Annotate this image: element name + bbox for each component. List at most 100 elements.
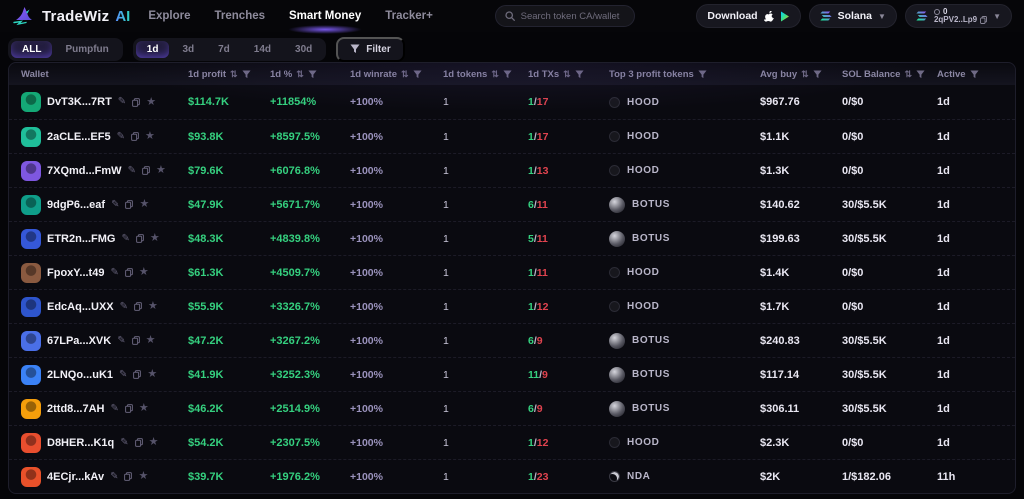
nav-item-explore[interactable]: Explore [148, 10, 191, 22]
table-row[interactable]: 2LNQo...uK1 ✎ ★ $41.9K +3252.3% +100% 1 … [9, 357, 1015, 391]
copy-address-icon[interactable] [980, 16, 988, 25]
filter-icon[interactable] [308, 69, 317, 79]
sort-icon[interactable]: ⇅ [563, 68, 571, 79]
nav-item-smart-money[interactable]: Smart Money [288, 0, 363, 34]
wallet-cell: 67LPa...XVK ✎ ★ [21, 330, 188, 351]
network-label: Solana [837, 10, 873, 22]
edit-icon[interactable]: ✎ [121, 232, 130, 244]
edit-icon[interactable]: ✎ [110, 266, 119, 278]
tab-all[interactable]: ALL [11, 40, 53, 58]
edit-icon[interactable]: ✎ [120, 436, 129, 448]
token-icon [609, 165, 620, 176]
filter-icon[interactable] [969, 69, 979, 79]
tab-1d[interactable]: 1d [135, 40, 170, 58]
table-row[interactable]: FpoxY...t49 ✎ ★ $61.3K +4509.7% +100% 1 … [9, 255, 1015, 289]
tokens-count: 1 [443, 368, 449, 381]
sort-icon[interactable]: ⇅ [401, 68, 409, 79]
filter-icon[interactable] [916, 69, 925, 79]
copy-icon[interactable] [131, 336, 140, 345]
table-row[interactable]: D8HER...K1q ✎ ★ $54.2K +2307.5% +100% 1 … [9, 425, 1015, 459]
star-icon[interactable]: ★ [144, 130, 155, 142]
token-icon [609, 196, 625, 213]
filter-icon[interactable] [698, 69, 707, 79]
network-select[interactable]: Solana ▼ [808, 4, 897, 28]
nav-item-trenches[interactable]: Trenches [214, 10, 266, 22]
star-icon[interactable]: ★ [138, 470, 149, 482]
search-box[interactable] [494, 5, 635, 27]
tx-separator: / [533, 334, 537, 347]
active-value: 1d [937, 300, 950, 313]
edit-icon[interactable]: ✎ [117, 96, 127, 107]
table-row[interactable]: DvT3K...7RT ✎ ★ $114.7K +11854% +100% 1 … [9, 85, 1015, 119]
filter-icon[interactable] [575, 69, 584, 79]
edit-icon[interactable]: ✎ [127, 164, 136, 176]
star-icon[interactable]: ★ [146, 95, 157, 108]
copy-icon[interactable] [124, 404, 133, 413]
avg-buy-value: $1.1K [760, 130, 790, 143]
tab-14d[interactable]: 14d [253, 43, 272, 55]
app-logo[interactable]: TradeWiz AI [12, 6, 130, 26]
tab-3d[interactable]: 3d [182, 43, 195, 55]
sol-balance-value: 0/$0 [842, 130, 864, 143]
star-icon[interactable]: ★ [138, 402, 149, 414]
edit-icon[interactable]: ✎ [116, 130, 125, 142]
copy-icon[interactable] [124, 268, 133, 277]
filter-button[interactable]: Filter [336, 36, 405, 62]
copy-icon[interactable] [134, 302, 142, 311]
wallet-avatar [21, 330, 41, 351]
star-icon[interactable]: ★ [155, 164, 166, 176]
star-icon[interactable]: ★ [148, 436, 159, 448]
star-icon[interactable]: ★ [148, 300, 158, 312]
star-icon[interactable]: ★ [138, 266, 149, 278]
table-row[interactable]: 2ttd8...7AH ✎ ★ $46.2K +2514.9% +100% 1 … [9, 391, 1015, 425]
copy-icon[interactable] [125, 200, 134, 209]
column-label: Wallet [21, 68, 49, 80]
sort-icon[interactable]: ⇅ [230, 68, 238, 79]
download-button[interactable]: Download [696, 4, 801, 28]
table-row[interactable]: EdcAq...UXX ✎ ★ $55.9K +3326.7% +100% 1 … [9, 289, 1015, 323]
copy-icon[interactable] [135, 234, 144, 243]
edit-icon[interactable]: ✎ [111, 198, 120, 210]
copy-icon[interactable] [133, 370, 142, 379]
sort-icon[interactable]: ⇅ [904, 68, 912, 79]
copy-icon[interactable] [124, 472, 133, 481]
table-row[interactable]: ETR2n...FMG ✎ ★ $48.3K +4839.8% +100% 1 … [9, 221, 1015, 255]
copy-icon[interactable] [132, 97, 141, 107]
wallet-avatar [21, 126, 41, 147]
token-icon [609, 332, 625, 349]
filter-icon[interactable] [813, 69, 822, 79]
token-icon [609, 230, 625, 247]
star-icon[interactable]: ★ [145, 334, 156, 346]
copy-icon[interactable] [134, 438, 143, 447]
edit-icon[interactable]: ✎ [119, 368, 128, 380]
sort-icon[interactable]: ⇅ [296, 68, 304, 79]
pct-value: +4839.8% [270, 232, 320, 245]
wallet-select[interactable]: 0 2qPV2..Lp9 ▼ [904, 4, 1012, 28]
copy-icon[interactable] [131, 132, 139, 141]
table-row[interactable]: 9dgP6...eaf ✎ ★ $47.9K +5671.7% +100% 1 … [9, 187, 1015, 221]
sort-icon[interactable]: ⇅ [491, 68, 499, 79]
avg-buy-value: $306.11 [760, 402, 800, 415]
table-row[interactable]: 67LPa...XVK ✎ ★ $47.2K +3267.2% +100% 1 … [9, 323, 1015, 357]
sort-icon[interactable]: ⇅ [801, 68, 809, 79]
tab-30d[interactable]: 30d [295, 43, 313, 55]
star-icon[interactable]: ★ [139, 198, 150, 210]
tab-7d[interactable]: 7d [218, 43, 230, 55]
edit-icon[interactable]: ✎ [110, 470, 119, 482]
table-row[interactable]: 2aCLE...EF5 ✎ ★ $93.8K +8597.5% +100% 1 … [9, 119, 1015, 153]
edit-icon[interactable]: ✎ [119, 300, 129, 312]
edit-icon[interactable]: ✎ [117, 334, 126, 346]
table-row[interactable]: 4ECjr...kAv ✎ ★ $39.7K +1976.2% +100% 1 … [9, 459, 1015, 493]
filter-icon[interactable] [241, 69, 251, 79]
nav-item-tracker[interactable]: Tracker+ [385, 10, 433, 22]
table-row[interactable]: 7XQmd...FmW ✎ ★ $79.6K +6076.8% +100% 1 … [9, 153, 1015, 187]
star-icon[interactable]: ★ [147, 368, 158, 380]
search-input[interactable] [520, 10, 625, 22]
tab-pumpfun[interactable]: Pumpfun [65, 43, 109, 55]
column-header-sol-balance: SOL Balance ⇅ [842, 69, 937, 80]
filter-icon[interactable] [412, 69, 422, 79]
filter-icon[interactable] [503, 69, 512, 79]
star-icon[interactable]: ★ [149, 232, 160, 244]
copy-icon[interactable] [142, 166, 150, 175]
edit-icon[interactable]: ✎ [110, 402, 119, 414]
